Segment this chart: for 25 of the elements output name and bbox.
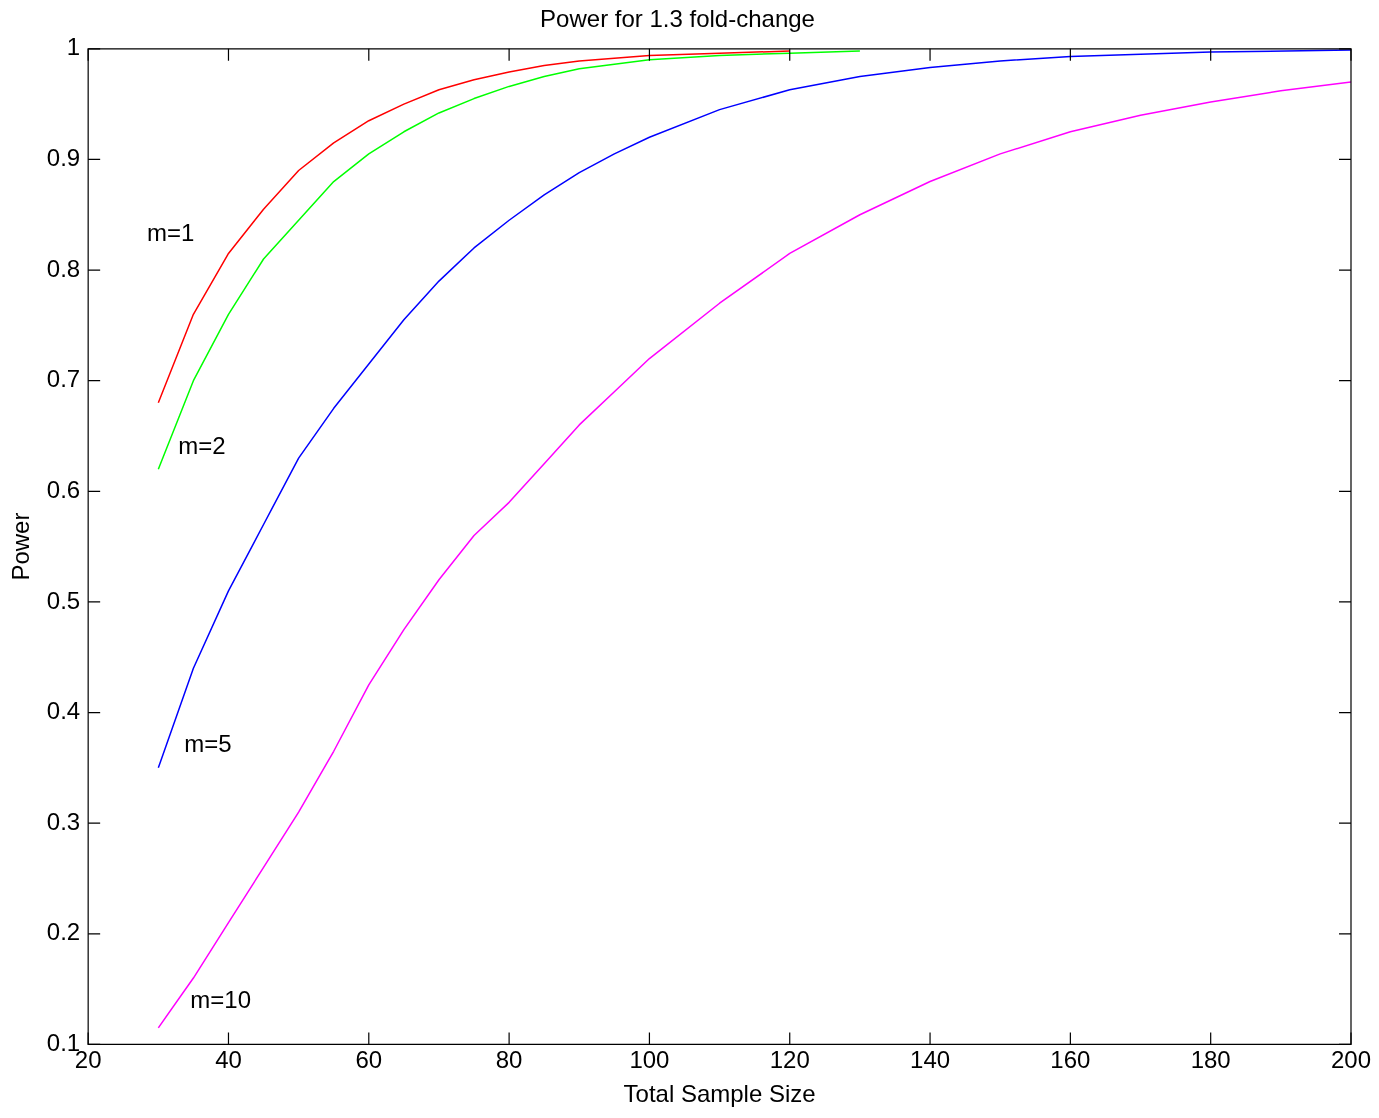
series-label: m=1 — [146, 219, 195, 247]
y-tick-label: 0.6 — [46, 475, 81, 503]
series-label: m=5 — [184, 730, 232, 758]
series-label: m=10 — [190, 986, 252, 1014]
x-tick-label: 80 — [495, 1046, 523, 1074]
x-axis-title: Total Sample Size — [623, 1080, 816, 1108]
x-tick-label: 160 — [1050, 1046, 1091, 1074]
x-tick-label: 140 — [910, 1046, 951, 1074]
y-tick-label: 0.9 — [46, 144, 81, 172]
y-tick-label: 0.5 — [46, 586, 81, 614]
y-tick-label: 0.4 — [46, 697, 81, 725]
y-tick-label: 0.7 — [46, 365, 81, 393]
x-tick-label: 180 — [1190, 1046, 1231, 1074]
x-tick-label: 100 — [629, 1046, 670, 1074]
chart-title: Power for 1.3 fold-change — [540, 5, 815, 33]
x-tick-label: 200 — [1330, 1046, 1372, 1074]
y-tick-label: 1 — [66, 33, 81, 61]
y-tick-label: 0.3 — [46, 807, 81, 835]
y-tick-label: 0.8 — [46, 254, 81, 282]
x-tick-label: 40 — [215, 1046, 242, 1074]
y-tick-label: 0.2 — [46, 918, 81, 946]
y-axis-title: Power — [7, 512, 35, 581]
series-label: m=2 — [178, 431, 226, 459]
x-tick-label: 60 — [355, 1046, 383, 1074]
x-tick-label: 120 — [769, 1046, 810, 1074]
